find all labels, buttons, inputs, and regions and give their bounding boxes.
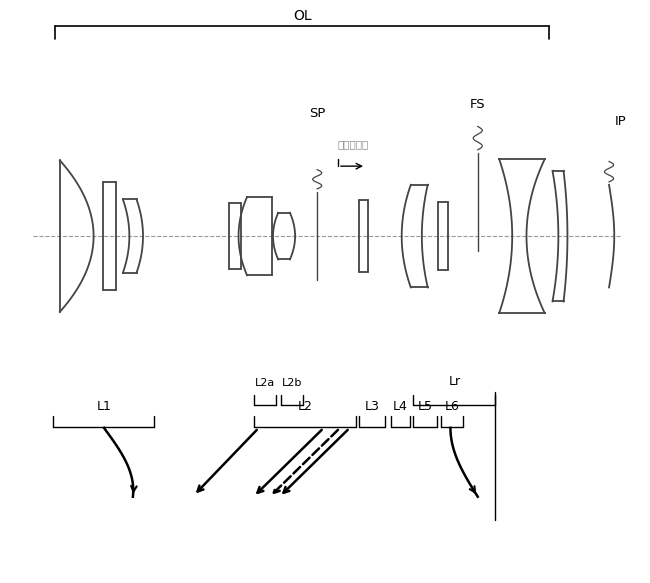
Text: L4: L4: [393, 400, 407, 413]
Text: FS: FS: [470, 98, 486, 111]
Text: L2a: L2a: [254, 378, 275, 388]
Text: L1: L1: [97, 400, 111, 413]
Text: L2: L2: [298, 400, 312, 413]
Text: L6: L6: [445, 400, 459, 413]
Text: SP: SP: [309, 107, 326, 120]
Text: OL: OL: [293, 9, 311, 23]
Text: IP: IP: [614, 115, 626, 128]
Text: L3: L3: [365, 400, 379, 413]
Text: L2b: L2b: [281, 378, 302, 388]
Text: L5: L5: [417, 400, 433, 413]
Text: Lr: Lr: [448, 375, 460, 388]
Text: フォーカス: フォーカス: [338, 139, 369, 149]
